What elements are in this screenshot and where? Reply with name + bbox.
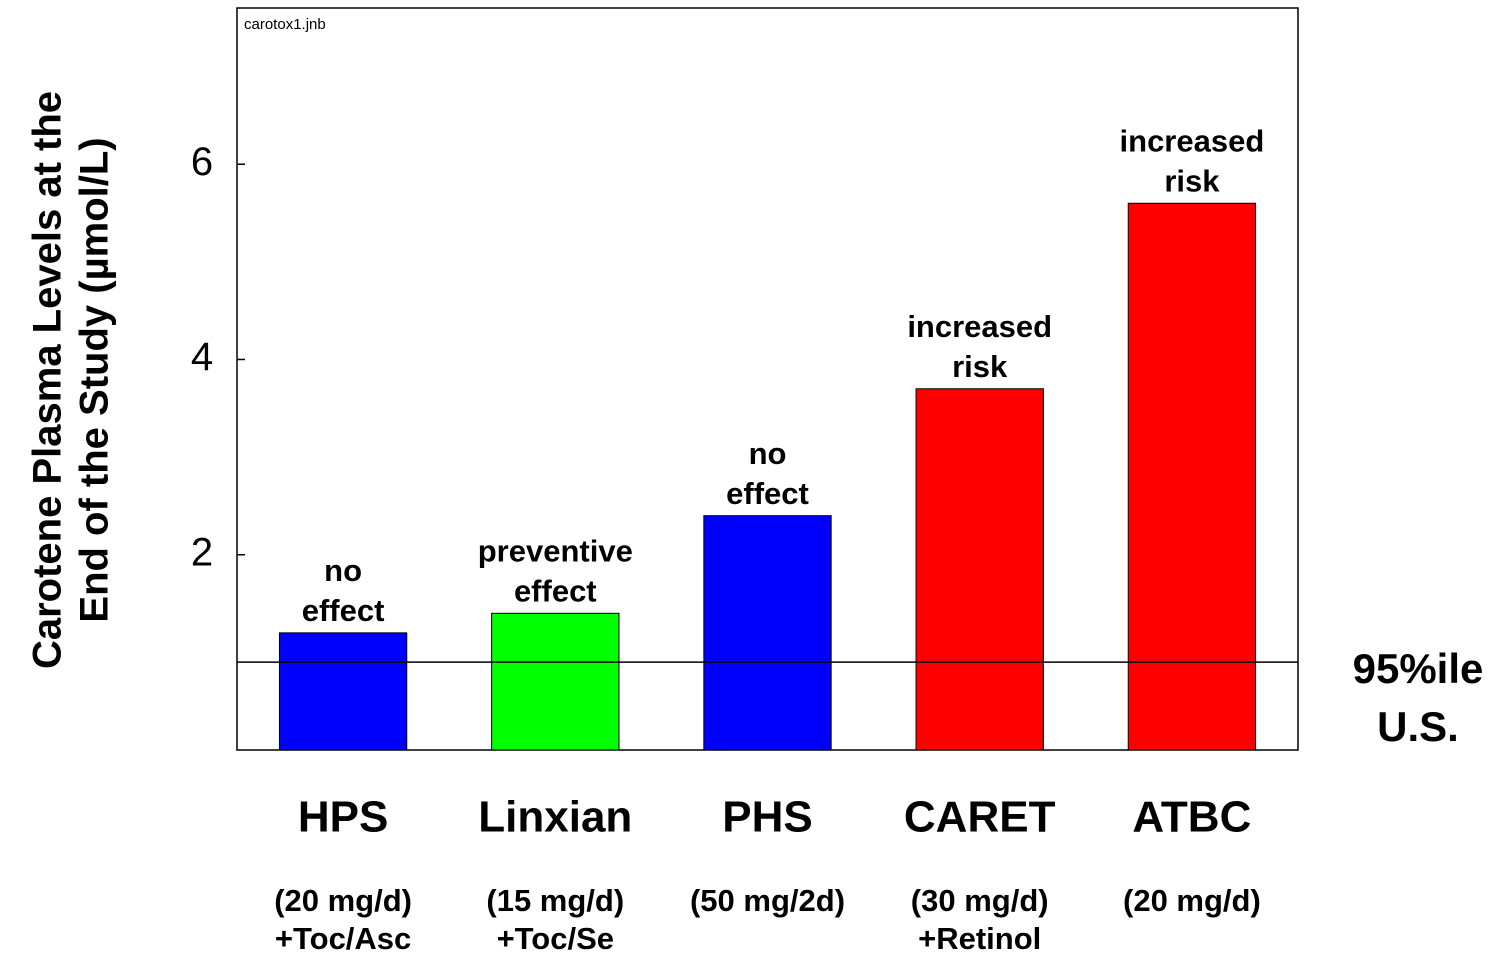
reference-label: U.S.: [1377, 703, 1459, 750]
category-label: CARET: [904, 793, 1056, 842]
bar-annotation: preventive: [478, 534, 633, 569]
category-sublabel: +Toc/Asc: [275, 921, 411, 956]
bar-annotation: effect: [514, 574, 597, 609]
reference-label: 95%ile: [1353, 645, 1484, 692]
bar-annotation: risk: [952, 349, 1008, 384]
bar: [1127, 202, 1257, 751]
category-sublabel: +Retinol: [918, 921, 1041, 956]
y-tick-label: 6: [191, 140, 213, 184]
bar-annotation: effect: [302, 593, 385, 628]
bar: [491, 612, 620, 751]
category-sublabel: (20 mg/d): [274, 883, 412, 918]
y-tick-label: 2: [191, 530, 213, 574]
category-label: Linxian: [478, 793, 632, 842]
bar: [703, 515, 832, 751]
y-axis-label: End of the Study (µmol/L): [73, 137, 117, 622]
category-sublabel: (20 mg/d): [1123, 883, 1261, 918]
category-sublabel: +Toc/Se: [497, 921, 614, 956]
category-sublabel: (50 mg/2d): [690, 883, 845, 918]
bar-annotation: increased: [1120, 123, 1265, 158]
category-label: HPS: [298, 793, 388, 842]
bar-annotation: effect: [726, 476, 809, 511]
bar: [278, 632, 408, 751]
category-sublabel: (30 mg/d): [911, 883, 1049, 918]
y-tick-label: 4: [191, 335, 213, 379]
bar-annotation: increased: [907, 309, 1052, 344]
corner-note: carotox1.jnb: [244, 16, 326, 33]
bar-annotation: no: [749, 436, 787, 471]
bar-annotation: risk: [1164, 163, 1220, 198]
category-label: ATBC: [1132, 793, 1251, 842]
bar: [915, 388, 1044, 751]
category-label: PHS: [722, 793, 812, 842]
y-axis-label: Carotene Plasma Levels at the: [26, 91, 70, 669]
bar-annotation: no: [324, 553, 362, 588]
category-sublabel: (15 mg/d): [486, 883, 624, 918]
